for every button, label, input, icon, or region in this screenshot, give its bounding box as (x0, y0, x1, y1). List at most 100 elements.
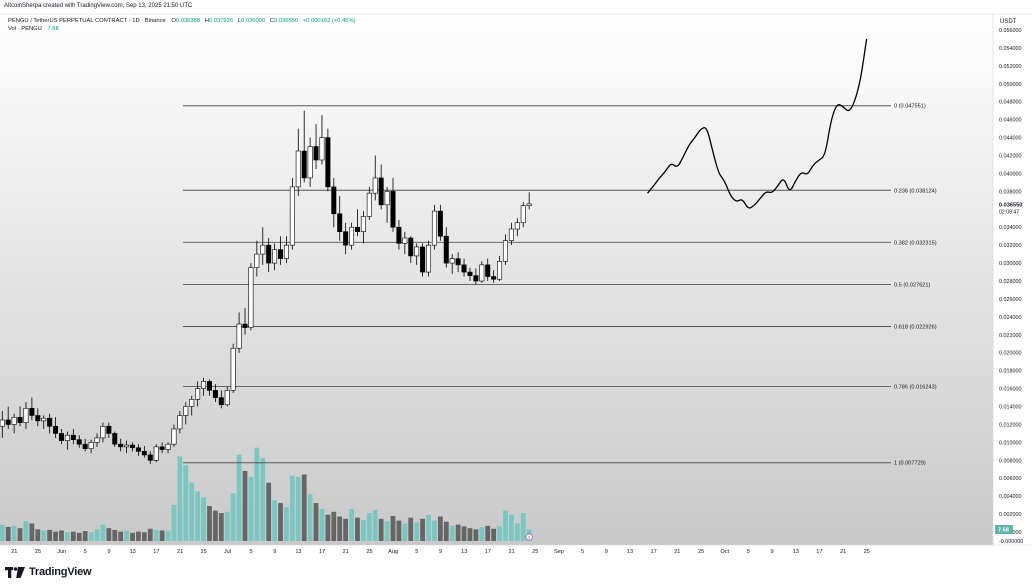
chart-header: AltcoinSherpa created with TradingView.c… (0, 0, 1032, 14)
candle-body (349, 226, 355, 246)
candle-body (390, 191, 396, 228)
candle-body (70, 434, 76, 440)
legend-change: +0.000162 (+0.45%) (303, 18, 356, 24)
volume-bar (372, 510, 378, 541)
candle-body (58, 433, 64, 441)
volume-bar (514, 523, 520, 541)
svg-text:Vol · PENGU 7.58: Vol · PENGU 7.58 (8, 26, 59, 32)
volume-bar (426, 514, 431, 541)
volume-bar (272, 500, 277, 541)
price-tick-label: 0.040000 (999, 171, 1021, 177)
time-tick-label: 25 (366, 549, 372, 555)
price-tick-label: 0.016000 (999, 387, 1021, 393)
candle-body (420, 246, 426, 273)
candle-body (278, 249, 284, 259)
time-axis[interactable]: 21 25 Jun 5 9 13 17 21 25 Jul 5 9 13 17 21 25 Aug 5 9 13 17 2… (11, 533, 870, 555)
time-tick-label: 25 (698, 549, 704, 555)
fibonacci-retracement[interactable]: 0 (0.047551) 0.236 (0.038124) 0.382 (0.032… (183, 104, 937, 467)
price-tick-label: 0.028000 (999, 279, 1021, 285)
time-tick-label: 5 (250, 549, 253, 555)
time-tick-label: 21 (11, 549, 17, 555)
candle-body (414, 246, 420, 257)
volume-bar (213, 510, 218, 541)
candle-body (295, 150, 301, 188)
time-tick-label: 25 (864, 549, 870, 555)
candle-body (479, 264, 485, 282)
time-tick-label: 13 (461, 549, 467, 555)
candle-body (461, 264, 467, 273)
candle-body (29, 408, 35, 416)
volume-bar (118, 531, 124, 541)
volume-bar (159, 530, 165, 541)
volume-bar (420, 518, 425, 541)
volume-bar (301, 474, 307, 541)
volume-bar (491, 528, 497, 541)
time-tick-label: 25 (201, 549, 207, 555)
time-tick-label: 21 (177, 549, 183, 555)
price-axis[interactable]: 0.056000 0.054000 0.052000 0.050000 0.048000… (994, 28, 1030, 545)
candle-body (23, 408, 29, 423)
price-tick-label: -0.000000 (999, 539, 1023, 545)
volume-bar (218, 513, 224, 541)
candle-body (449, 258, 455, 264)
candle-body (337, 213, 343, 233)
candle-body (171, 428, 177, 445)
legend-volume-value: 7.58 (47, 26, 58, 32)
volume-bar (355, 517, 360, 541)
time-tick-label: 25 (532, 549, 538, 555)
time-tick-label: 5 (581, 549, 584, 555)
price-tick-label: 0.022000 (999, 333, 1021, 339)
fib-level-label: 0.786 (0.016243) (894, 384, 937, 390)
candle-body (260, 244, 266, 255)
candle-body (106, 425, 112, 434)
volume-marker: 7.58 (998, 528, 1009, 534)
candle-body (301, 150, 307, 179)
volume-bar (201, 497, 206, 541)
volume-bar (177, 456, 183, 541)
time-tick-label: 17 (651, 549, 657, 555)
legend-symbol: PENGU / TetherUS PERPETUAL CONTRACT · 1D… (8, 18, 166, 24)
price-tick-label: 0.006000 (999, 476, 1021, 482)
event-marker-label: 0 (528, 535, 531, 540)
legend-open-label: O (171, 18, 176, 24)
time-tick-label: 5 (415, 549, 418, 555)
candle-body (82, 443, 88, 449)
candle-body (130, 444, 136, 449)
candle-body (526, 203, 532, 207)
candle-body (124, 444, 130, 448)
volume-bar (402, 523, 408, 541)
price-tick-label: 0.054000 (999, 46, 1021, 52)
tradingview-logo[interactable]: TradingView (5, 566, 92, 578)
candle-body (378, 177, 384, 206)
current-price-marker-bg (994, 199, 1030, 216)
candle-body (520, 205, 526, 224)
candle-body (455, 258, 461, 266)
price-tick-label: 0.012000 (999, 422, 1021, 428)
candle-body (408, 237, 414, 257)
volume-bar (343, 518, 349, 541)
projection-drawing[interactable] (647, 38, 868, 209)
price-tick-label: 0.056000 (999, 28, 1021, 34)
candle-body (218, 397, 224, 406)
volume-bar (29, 523, 35, 541)
candle-body (135, 447, 141, 452)
time-tick-label: 9 (107, 549, 110, 555)
candle-body (201, 381, 207, 389)
volume-bar (520, 513, 526, 541)
volume-bar (41, 530, 47, 541)
price-tick-label: 0.032000 (999, 243, 1021, 249)
volume-bar (479, 527, 485, 541)
candle-body (153, 446, 159, 461)
price-tick-label: 0.044000 (999, 136, 1021, 142)
candle-body (147, 454, 153, 461)
volume-bar (47, 529, 53, 541)
volume-bar (473, 529, 479, 541)
volume-bar (136, 531, 141, 541)
volume-bar (147, 528, 153, 541)
tradingview-logo-icon (5, 566, 25, 578)
candle-body (165, 443, 171, 450)
time-tick-label: 17 (153, 549, 159, 555)
volume-bar (130, 532, 135, 541)
price-tick-label: 0.046000 (999, 118, 1021, 124)
